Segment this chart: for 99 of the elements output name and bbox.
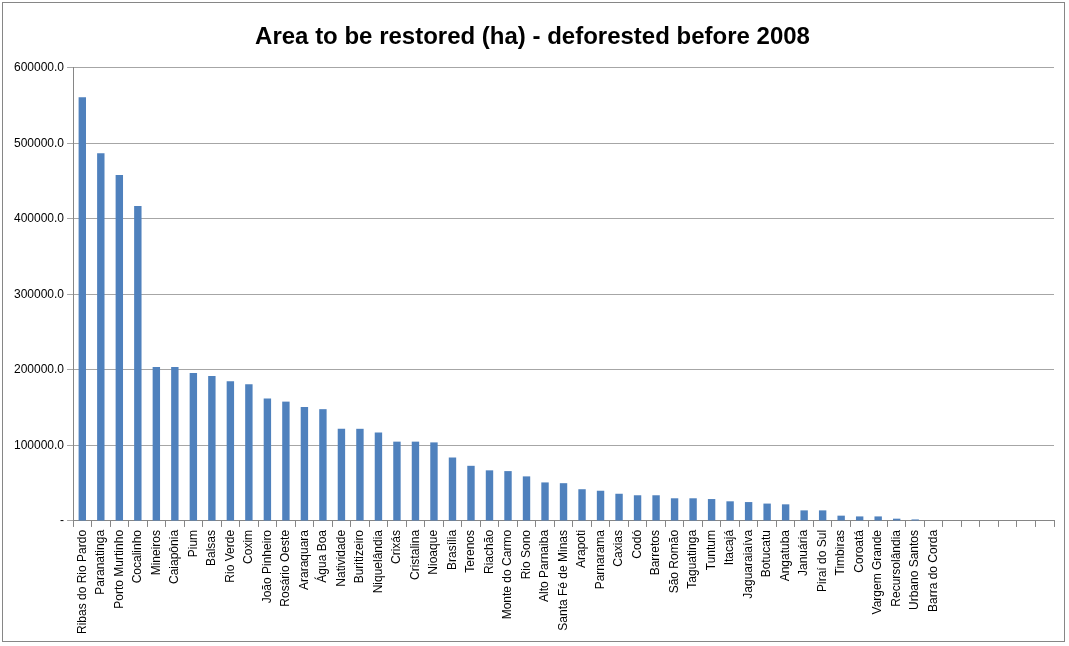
x-tick-label: Terenos bbox=[463, 529, 478, 573]
bar bbox=[467, 465, 475, 521]
bar bbox=[263, 398, 272, 521]
x-tick-label: Rio Verde bbox=[222, 529, 237, 583]
x-tick-label: Niquelândia bbox=[370, 529, 385, 594]
x-tick-label: Caxias bbox=[611, 529, 626, 567]
x-tick-label: Mineiros bbox=[148, 529, 163, 576]
x-tick-label: Caiapônia bbox=[167, 529, 182, 584]
bar bbox=[670, 498, 679, 521]
x-tick-label: Barra do Corda bbox=[926, 529, 941, 612]
bar bbox=[134, 206, 142, 521]
bar bbox=[652, 495, 660, 521]
bar bbox=[78, 97, 87, 521]
x-tick-label: Riachão bbox=[481, 529, 496, 574]
bar bbox=[522, 476, 531, 521]
x-tick-label: Água Boa bbox=[314, 529, 330, 583]
bar bbox=[97, 153, 105, 521]
x-tick-label: Jaguaraiaíva bbox=[740, 529, 755, 599]
y-tick-label: 600000.0 bbox=[13, 60, 65, 75]
bar bbox=[559, 483, 568, 521]
x-tick-label: Ribas do Rio Pardo bbox=[74, 529, 89, 635]
y-tick-label: 500000.0 bbox=[13, 135, 65, 150]
bar bbox=[596, 490, 605, 521]
bar bbox=[300, 406, 309, 521]
bar bbox=[504, 471, 512, 521]
x-tick-label: Coroatá bbox=[851, 529, 866, 573]
x-tick-label: Araraquara bbox=[296, 529, 311, 590]
x-tick-label: Nioaque bbox=[426, 529, 441, 575]
bar bbox=[578, 489, 586, 521]
x-tick-label: Santa Fé de Minas bbox=[555, 529, 570, 631]
bar bbox=[763, 503, 771, 521]
bar bbox=[226, 381, 235, 521]
bar bbox=[430, 442, 438, 521]
bar bbox=[744, 502, 753, 521]
x-tick-label: Porto Murtinho bbox=[111, 529, 126, 609]
chart-title: Area to be restored (ha) - deforested before 2008 bbox=[255, 22, 810, 50]
x-tick-label: Parnarama bbox=[592, 529, 607, 590]
x-tick-label: Coxim bbox=[241, 529, 256, 564]
y-tick-label: 100000.0 bbox=[13, 437, 65, 452]
x-tick-label: Timbiras bbox=[833, 529, 848, 576]
bar bbox=[319, 409, 327, 521]
x-tick-label: São Romão bbox=[666, 529, 681, 594]
x-tick-label: Balsas bbox=[204, 529, 219, 566]
x-tick-label: João Pinheiro bbox=[259, 529, 274, 604]
x-tick-label: Urbano Santos bbox=[907, 529, 922, 611]
bar bbox=[707, 499, 716, 521]
x-tick-label: Cristalina bbox=[407, 529, 422, 580]
bar bbox=[152, 366, 161, 521]
bar bbox=[874, 516, 882, 521]
bar bbox=[781, 504, 790, 521]
bar bbox=[485, 470, 494, 521]
bar bbox=[208, 375, 216, 521]
x-tick-label: Cocalinho bbox=[130, 529, 145, 584]
bar bbox=[818, 510, 827, 521]
bar bbox=[393, 441, 401, 521]
bar bbox=[837, 515, 845, 521]
y-tick-label: 200000.0 bbox=[13, 362, 65, 377]
bar bbox=[615, 493, 623, 521]
bar bbox=[726, 501, 734, 521]
x-tick-label: Januária bbox=[796, 529, 811, 576]
bar bbox=[448, 457, 457, 521]
x-tick-label: Piraí do Sul bbox=[814, 529, 829, 592]
bar bbox=[337, 428, 346, 521]
x-tick-label: Itacajá bbox=[722, 529, 737, 566]
x-tick-label: Taguatinga bbox=[685, 529, 700, 589]
x-tick-label: Botucatu bbox=[759, 529, 774, 578]
bar bbox=[374, 432, 383, 521]
x-tick-label: Paranatinga bbox=[93, 529, 108, 595]
x-tick-label: Rio Sono bbox=[518, 529, 533, 580]
bar bbox=[356, 428, 364, 521]
bar bbox=[282, 401, 290, 521]
x-tick-label: Recursolândia bbox=[888, 529, 903, 607]
x-tick-label: Monte do Carmo bbox=[500, 529, 515, 620]
x-tick-label: Rosário Oeste bbox=[278, 529, 293, 607]
bar bbox=[115, 175, 124, 521]
x-tick-label: Brasília bbox=[444, 529, 459, 570]
x-tick-label: Vargem Grande bbox=[870, 529, 885, 615]
x-tick-label: Pium bbox=[185, 529, 200, 558]
x-tick-label: Tuntum bbox=[703, 529, 718, 571]
x-tick-label: Arapoti bbox=[574, 529, 589, 568]
bar bbox=[633, 495, 642, 521]
y-tick-label: 300000.0 bbox=[13, 286, 65, 301]
bar bbox=[800, 510, 808, 521]
x-tick-label: Codó bbox=[629, 529, 644, 559]
y-tick-label: 400000.0 bbox=[13, 211, 65, 226]
x-tick-label: Buritizeiro bbox=[352, 529, 367, 584]
x-tick-label: Alto Parnaiba bbox=[537, 529, 552, 602]
x-tick-label: Natividade bbox=[333, 529, 348, 587]
bar bbox=[171, 366, 179, 521]
bar bbox=[189, 372, 198, 521]
bar bbox=[411, 441, 420, 521]
bar bbox=[541, 482, 549, 521]
x-tick-label: Barretos bbox=[648, 529, 663, 576]
x-tick-label: Angatuba bbox=[777, 529, 792, 582]
bar bbox=[245, 384, 253, 521]
x-tick-label: Crixás bbox=[389, 529, 404, 564]
bar bbox=[689, 498, 697, 521]
bar bbox=[855, 516, 864, 521]
y-tick-label: - bbox=[60, 513, 65, 528]
